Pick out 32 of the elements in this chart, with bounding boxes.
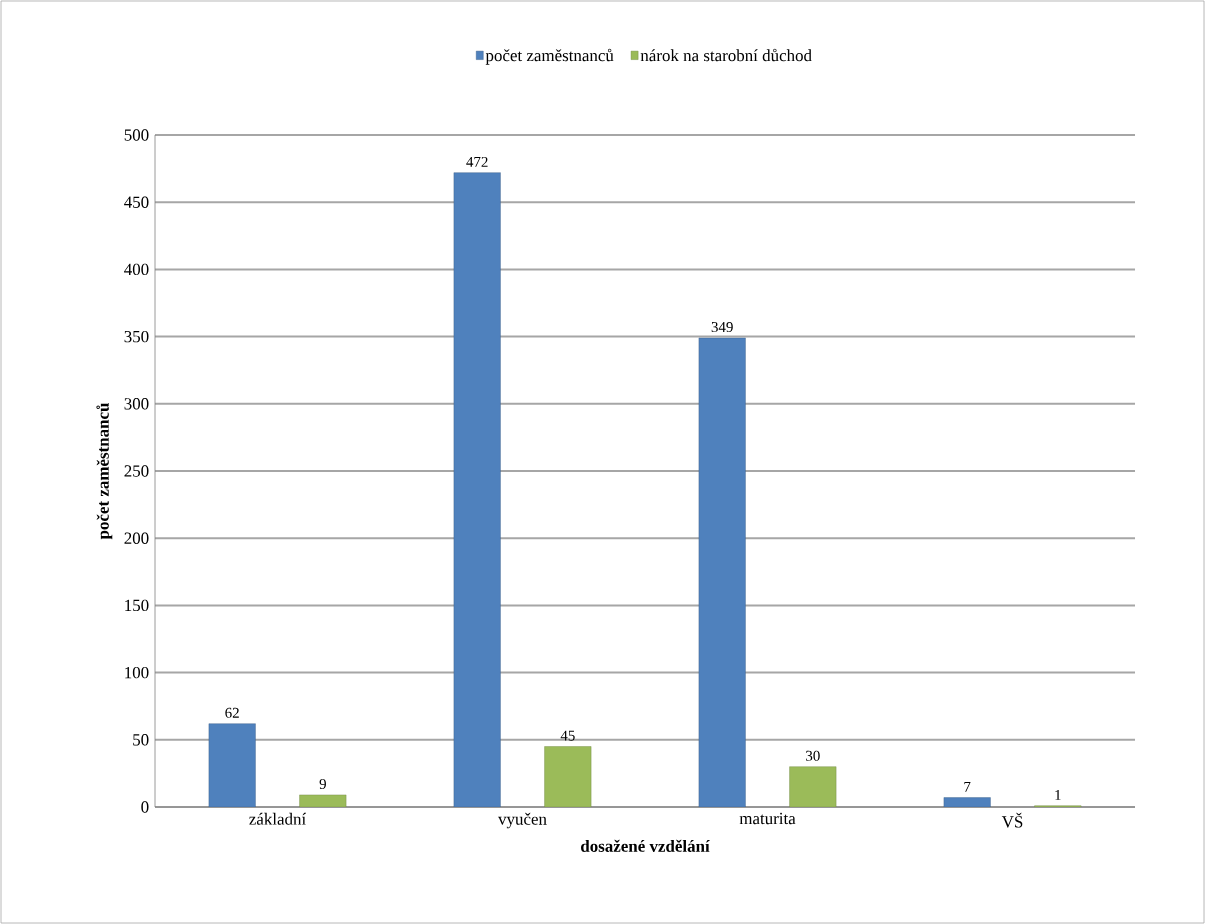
legend-label: nárok na starobní důchod [640,48,812,62]
legend-label: počet zaměstnanců [485,48,614,65]
y-tick-label: 250 [124,465,149,477]
data-label: 30 [806,750,820,761]
y-tick-label: 100 [125,666,149,679]
data-label: 62 [225,707,239,718]
y-tick-label: 50 [133,734,149,746]
y-tick-label: 450 [124,196,149,208]
data-label: 7 [964,781,971,792]
x-tick-label: VŠ [1001,812,1023,828]
y-tick-label: 300 [124,398,149,410]
y-tick-label: 350 [124,330,149,343]
bar [789,766,837,807]
data-label: 45 [560,730,575,741]
y-tick-label: 400 [124,263,149,276]
data-label: 1 [1055,789,1061,800]
bar [698,337,746,807]
x-axis-title: dosažené vzdělání [581,839,710,852]
y-tick-label: 200 [124,532,149,544]
data-label: 9 [319,779,326,790]
y-axis-title: počet zaměstnanců [96,403,113,540]
bar [544,746,592,807]
bar [208,723,256,807]
bar [453,172,501,807]
x-tick-label: maturita [739,812,796,825]
y-tick-label: 0 [141,801,149,813]
y-tick-label: 150 [125,599,149,612]
data-label: 472 [466,156,488,167]
x-tick-label: vyučen [498,812,547,829]
data-label: 349 [711,322,733,333]
x-tick-label: základní [249,812,307,825]
y-tick-label: 500 [124,129,149,141]
